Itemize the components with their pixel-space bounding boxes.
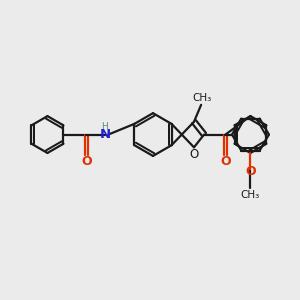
- Text: CH₃: CH₃: [192, 93, 211, 103]
- Text: H: H: [101, 122, 108, 131]
- Text: O: O: [245, 165, 256, 178]
- Text: O: O: [189, 148, 199, 161]
- Text: CH₃: CH₃: [241, 190, 260, 200]
- Text: O: O: [220, 155, 231, 168]
- Text: N: N: [99, 128, 110, 141]
- Text: O: O: [81, 155, 92, 168]
